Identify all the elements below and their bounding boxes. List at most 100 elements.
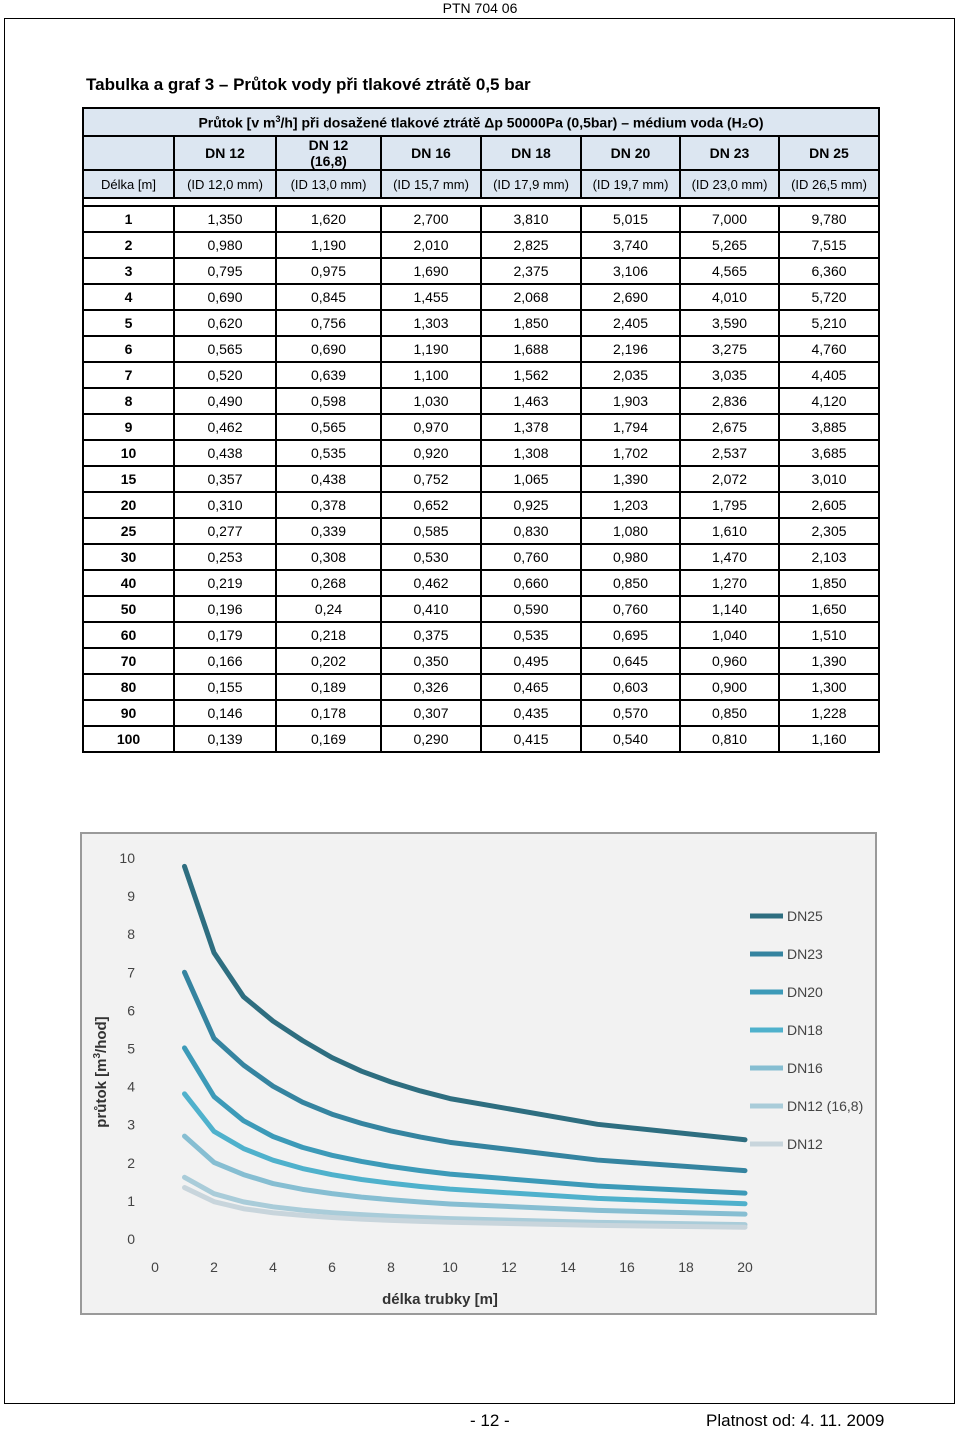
dn-header-2: DN 16 [380,135,482,171]
flow-value-cell: 0,660 [480,569,582,597]
table-caption-row: Průtok [v m3/h] při dosažené tlakové ztr… [81,107,881,137]
x-tick-label: 10 [442,1259,458,1275]
flow-value-cell: 5,210 [777,309,881,337]
flow-value-cell: 2,700 [380,205,482,233]
flow-value-cell: 2,035 [580,361,681,389]
flow-value-cell: 2,010 [380,231,482,259]
flow-value-cell: 1,140 [679,595,780,623]
flow-value-cell: 1,160 [777,725,881,753]
legend-entry: DN12 [787,1136,823,1152]
flow-value-cell: 0,565 [173,335,277,363]
flow-value-cell: 1,308 [480,439,582,467]
flow-value-cell: 0,410 [380,595,482,623]
flow-value-cell: 0,253 [173,543,277,571]
flow-value-cell: 0,760 [480,543,582,571]
flow-value-cell: 0,645 [580,647,681,675]
flow-value-cell: 1,463 [480,387,582,415]
flow-value-cell: 0,760 [580,595,681,623]
flow-value-cell: 1,190 [380,335,482,363]
length-cell: 8 [82,387,175,415]
length-cell: 100 [82,725,175,753]
y-tick-label: 5 [127,1041,135,1057]
table-row: 15 0,357 0,438 0,752 1,065 1,390 2,072 3,010 [82,465,881,493]
flow-value-cell: 1,850 [480,309,582,337]
table-row: 100 0,139 0,169 0,290 0,415 0,540 0,810 1,160 [82,725,881,753]
flow-value-cell: 0,620 [173,309,277,337]
table-row: 3 0,795 0,975 1,690 2,375 3,106 4,565 6,360 [82,257,881,285]
length-cell: 30 [82,543,175,571]
x-tick-label: 6 [328,1259,336,1275]
flow-value-cell: 2,068 [480,283,582,311]
table-row: 80 0,155 0,189 0,326 0,465 0,603 0,900 1,300 [82,673,881,701]
flow-value-cell: 0,179 [173,621,277,649]
flow-value-cell: 0,169 [275,725,382,753]
table-row: 7 0,520 0,639 1,100 1,562 2,035 3,035 4,405 [82,361,881,389]
flow-value-cell: 1,390 [580,465,681,493]
flow-value-cell: 2,605 [777,491,881,519]
flow-value-cell: 0,155 [173,673,277,701]
flow-value-cell: 0,277 [173,517,277,545]
flow-value-cell: 0,202 [275,647,382,675]
flow-value-cell: 0,920 [380,439,482,467]
inner-diameter-header-6: (ID 26,5 mm) [777,169,881,199]
flow-value-cell: 0,196 [173,595,277,623]
table-row: 40 0,219 0,268 0,462 0,660 0,850 1,270 1,850 [82,569,881,597]
flow-value-cell: 0,178 [275,699,382,727]
dn-header-5: DN 23 [679,135,780,171]
flow-value-cell: 0,357 [173,465,277,493]
dn-header-1: DN 12 (16,8) [275,135,382,171]
flow-value-cell: 3,590 [679,309,780,337]
id-header-row: Délka [m] (ID 12,0 mm) (ID 13,0 mm) (ID 15… [82,169,881,199]
y-tick-label: 1 [127,1193,135,1209]
flow-value-cell: 4,760 [777,335,881,363]
flow-value-cell: 0,810 [679,725,780,753]
x-tick-label: 14 [560,1259,576,1275]
length-cell: 5 [82,309,175,337]
length-cell: 25 [82,517,175,545]
flow-value-cell: 0,535 [275,439,382,467]
flow-value-cell: 0,900 [679,673,780,701]
length-cell: 20 [82,491,175,519]
flow-value-cell: 1,390 [777,647,881,675]
x-tick-label: 2 [210,1259,218,1275]
legend-entry: DN23 [787,946,823,962]
y-tick-label: 3 [127,1117,135,1133]
series-line-dn23 [182,969,748,1174]
flow-value-cell: 1,190 [275,231,382,259]
flow-value-cell: 3,035 [679,361,780,389]
inner-diameter-header-3: (ID 17,9 mm) [480,169,582,199]
flow-value-cell: 0,530 [380,543,482,571]
flow-value-cell: 0,465 [480,673,582,701]
series-line-dn20 [182,1045,748,1196]
flow-value-cell: 2,405 [580,309,681,337]
length-cell: 2 [82,231,175,259]
flow-value-cell: 0,850 [679,699,780,727]
header-separator [81,197,881,207]
flow-value-cell: 1,303 [380,309,482,337]
flow-value-cell: 1,300 [777,673,881,701]
legend-entry: DN16 [787,1060,823,1076]
flow-value-cell: 0,570 [580,699,681,727]
flow-value-cell: 0,980 [173,231,277,259]
validity-date: Platnost od: 4. 11. 2009 [706,1411,885,1430]
flow-value-cell: 0,603 [580,673,681,701]
flow-value-cell: 0,415 [480,725,582,753]
flow-value-cell: 1,040 [679,621,780,649]
flow-value-cell: 0,565 [275,413,382,441]
section-title: Tabulka a graf 3 – Průtok vody při tlako… [86,75,531,94]
series-line-dn12-16-8- [182,1174,748,1228]
inner-diameter-header-2: (ID 15,7 mm) [380,169,482,199]
flow-value-cell: 1,350 [173,205,277,233]
series-line-dn16 [182,1133,748,1217]
flow-value-cell: 0,535 [480,621,582,649]
x-tick-label: 12 [501,1259,517,1275]
flow-value-cell: 9,780 [777,205,881,233]
flow-value-cell: 6,360 [777,257,881,285]
flow-value-cell: 2,375 [480,257,582,285]
flow-value-cell: 7,000 [679,205,780,233]
flow-value-cell: 0,438 [173,439,277,467]
flow-value-cell: 0,378 [275,491,382,519]
length-cell: 40 [82,569,175,597]
flow-value-cell: 1,030 [380,387,482,415]
document-code: PTN 704 06 [442,0,518,16]
